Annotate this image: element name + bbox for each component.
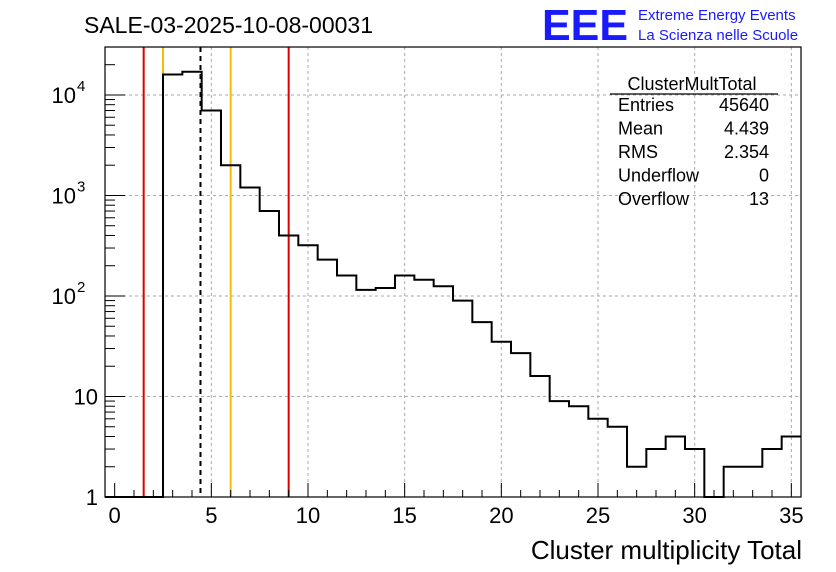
x-tick-label: 10 (296, 503, 320, 528)
plot-frame (104, 46, 802, 498)
histogram-line (105, 70, 801, 498)
grid (105, 47, 801, 497)
x-tick-label: 15 (392, 503, 416, 528)
y-tick-label: 10 (52, 83, 76, 108)
stats-label: Mean (618, 119, 663, 139)
stats-value: 2.354 (724, 142, 769, 162)
x-tick-label: 25 (586, 503, 610, 528)
x-tick-label: 20 (489, 503, 513, 528)
x-tick-label: 30 (682, 503, 706, 528)
x-tick-label: 35 (779, 503, 803, 528)
vertical-markers (142, 47, 290, 497)
y-tick-label: 1 (86, 485, 98, 510)
chart-title: SALE-03-2025-10-08-00031 (84, 12, 373, 38)
y-tick-exponent: 3 (77, 178, 85, 195)
x-tick-label: 0 (109, 503, 121, 528)
stats-value: 0 (759, 166, 769, 186)
stats-value: 13 (749, 189, 769, 209)
stats-label: Entries (618, 95, 674, 115)
stats-label: Overflow (618, 189, 690, 209)
y-tick-exponent: 4 (77, 78, 85, 95)
logo-line-1: Extreme Energy Events (638, 7, 796, 24)
stats-value: 4.439 (724, 119, 769, 139)
stats-value: 45640 (719, 95, 769, 115)
x-tick-label: 5 (205, 503, 217, 528)
logo-line-2: La Scienza nelle Scuole (638, 27, 798, 44)
logo-letters: EEE (542, 1, 628, 50)
y-tick-label: 10 (52, 284, 76, 309)
stats-box: ClusterMultTotal Entries 45640 Mean 4.439 RM… (610, 74, 778, 209)
stats-label: Underflow (618, 166, 700, 186)
y-tick-label: 10 (74, 384, 98, 409)
y-tick-exponent: 2 (77, 279, 85, 296)
x-axis-label: Cluster multiplicity Total (531, 535, 802, 565)
eee-logo: EEE Extreme Energy Events La Scienza nel… (542, 1, 798, 50)
stats-name: ClusterMultTotal (627, 74, 756, 94)
y-tick-label: 10 (52, 183, 76, 208)
x-axis: 0 5 10 15 20 25 30 35 (109, 483, 804, 528)
stats-label: RMS (618, 142, 658, 162)
